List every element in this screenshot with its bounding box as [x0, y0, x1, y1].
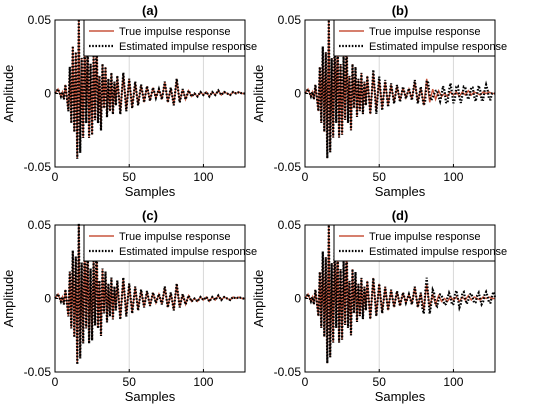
estimated-series-line — [304, 224, 497, 364]
legend-label: Estimated impulse response — [119, 41, 257, 53]
y-tick-label: -0.05 — [24, 365, 52, 379]
x-axis-label: Samples — [375, 389, 426, 404]
y-tick-label: -0.05 — [274, 365, 302, 379]
x-tick-label: 50 — [373, 375, 387, 389]
x-tick-label: 100 — [193, 170, 213, 184]
x-tick-label: 100 — [443, 375, 463, 389]
y-tick-label: 0 — [294, 292, 301, 306]
estimated-series-line — [54, 223, 245, 365]
x-axis-label: Samples — [125, 184, 176, 199]
legend-box — [333, 224, 496, 262]
x-tick-label: 50 — [123, 170, 137, 184]
y-tick-label: 0.05 — [28, 13, 52, 27]
panel-title: (a) — [142, 3, 158, 18]
y-tick-label: 0.05 — [28, 218, 52, 232]
y-tick-label: 0 — [44, 292, 51, 306]
panel-c: 0 50 100-0.0500.05(c)SamplesAmplitudeTrue … — [1, 208, 257, 404]
estimated-series-line — [304, 19, 495, 159]
y-tick-label: 0.05 — [278, 218, 302, 232]
y-tick-label: 0 — [294, 87, 301, 101]
x-tick-label: 0 — [52, 375, 59, 389]
estimated-series-line — [54, 19, 245, 159]
y-tick-label: 0.05 — [278, 13, 302, 27]
legend-label: Estimated impulse response — [119, 246, 257, 258]
x-tick-label: 50 — [373, 170, 387, 184]
legend-label: True impulse response — [369, 26, 480, 38]
panel-title: (d) — [392, 208, 409, 223]
panel-title: (c) — [142, 208, 158, 223]
x-axis-label: Samples — [125, 389, 176, 404]
y-axis-label: Amplitude — [1, 270, 16, 328]
y-axis-label: Amplitude — [1, 65, 16, 123]
panel-b: 0 50 100-0.0500.05(b)SamplesAmplitudeTrue … — [251, 3, 507, 199]
legend-label: True impulse response — [369, 231, 480, 243]
y-tick-label: -0.05 — [274, 160, 302, 174]
legend-label: True impulse response — [119, 26, 230, 38]
panel-a: 0 50 100-0.0500.05(a)SamplesAmplitudeTrue … — [1, 3, 257, 199]
legend-box — [83, 19, 246, 57]
y-tick-label: 0 — [44, 87, 51, 101]
y-axis-label: Amplitude — [251, 65, 266, 123]
legend-box — [333, 19, 496, 57]
x-tick-label: 100 — [193, 375, 213, 389]
x-tick-label: 50 — [123, 375, 137, 389]
x-axis-label: Samples — [375, 184, 426, 199]
x-tick-label: 100 — [443, 170, 463, 184]
y-axis-label: Amplitude — [251, 270, 266, 328]
legend-label: Estimated impulse response — [369, 41, 507, 53]
panel-d: 0 50 100-0.0500.05(d)SamplesAmplitudeTrue … — [251, 208, 507, 404]
x-tick-label: 0 — [302, 375, 309, 389]
legend-box — [83, 224, 246, 262]
legend-label: Estimated impulse response — [369, 246, 507, 258]
panel-title: (b) — [392, 3, 409, 18]
x-tick-label: 0 — [52, 170, 59, 184]
y-tick-label: -0.05 — [24, 160, 52, 174]
legend-label: True impulse response — [119, 231, 230, 243]
x-tick-label: 0 — [302, 170, 309, 184]
